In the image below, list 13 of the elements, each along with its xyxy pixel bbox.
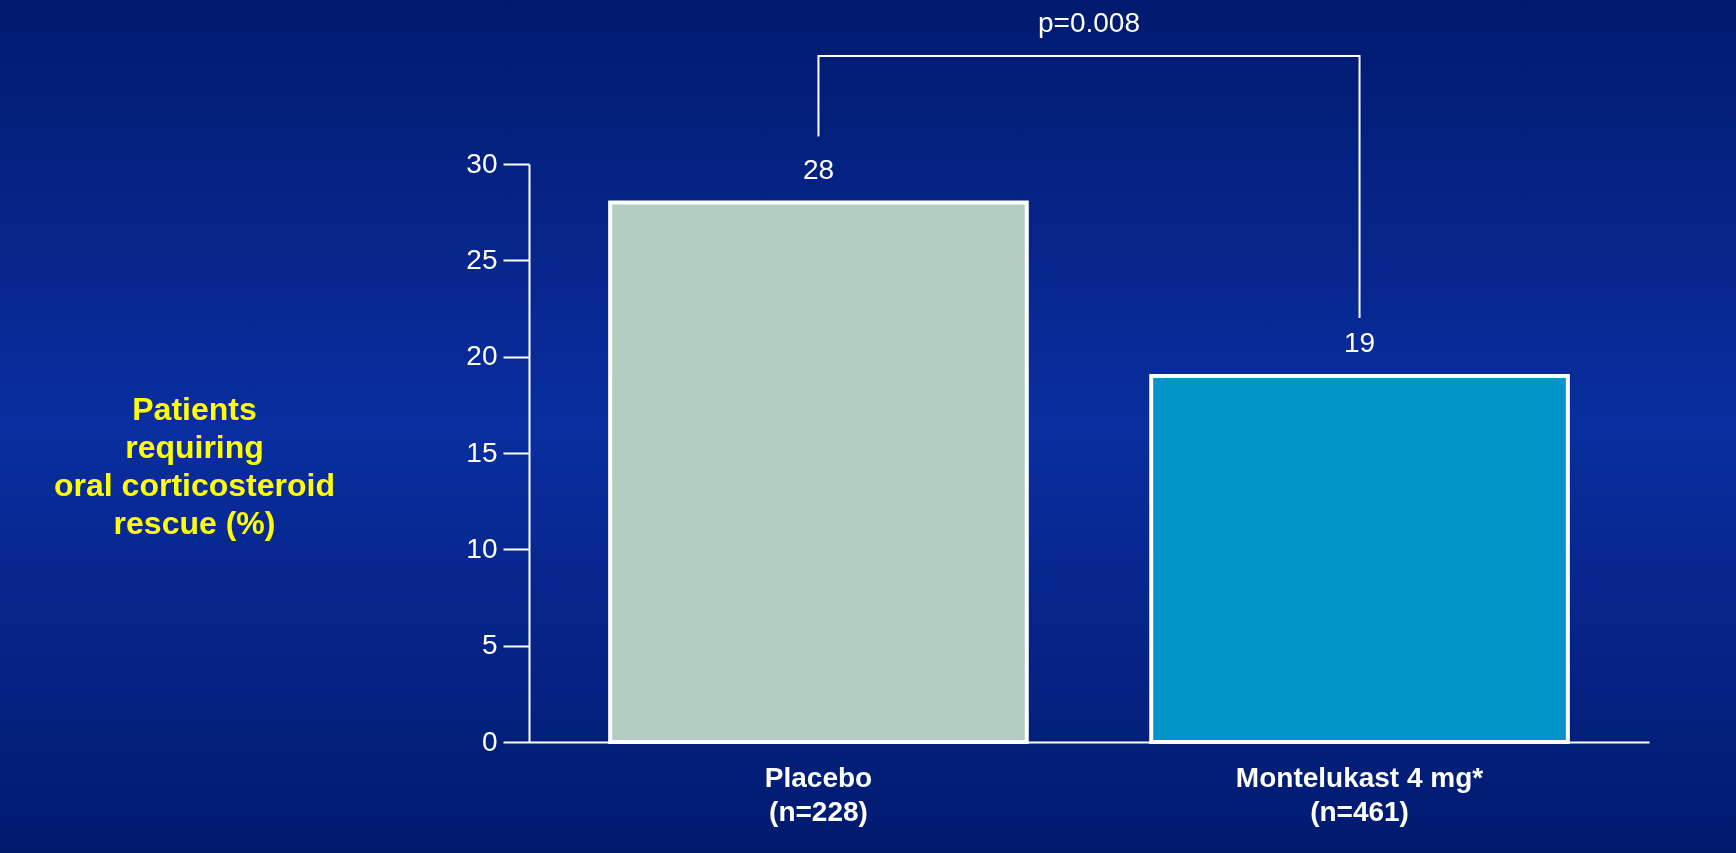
y-tick-label: 0 bbox=[481, 725, 498, 757]
y-tick-label: 5 bbox=[481, 629, 498, 661]
y-tick-label: 15 bbox=[466, 436, 498, 468]
y-tick-label: 30 bbox=[466, 147, 498, 179]
text: p=0.008 bbox=[1038, 7, 1140, 38]
y-tick-label: 25 bbox=[466, 243, 498, 275]
data-label: 28 bbox=[802, 153, 835, 185]
y-axis-title: Patients requiring oral corticosteroid rescue (%) bbox=[54, 390, 335, 541]
x-tick-label: Placebo (n=228) bbox=[764, 761, 873, 827]
data-label: 19 bbox=[1343, 326, 1376, 358]
y-tick-label: 10 bbox=[466, 532, 498, 564]
y-tick-label: 20 bbox=[466, 340, 498, 372]
x-tick-label: Montelukast 4 mg* (n=461) bbox=[1235, 761, 1484, 827]
